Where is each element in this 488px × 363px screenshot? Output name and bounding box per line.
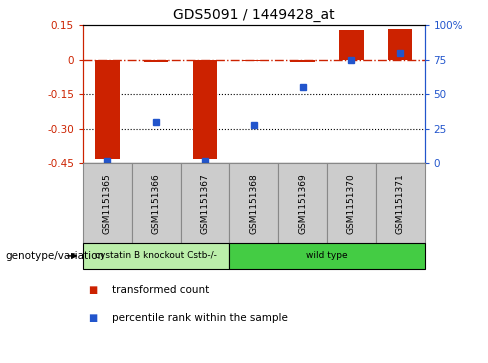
Text: ■: ■ xyxy=(88,313,97,323)
Text: GSM1151371: GSM1151371 xyxy=(396,173,405,234)
Bar xyxy=(132,163,181,243)
Text: wild type: wild type xyxy=(306,252,348,260)
Text: genotype/variation: genotype/variation xyxy=(5,251,104,261)
Text: GSM1151367: GSM1151367 xyxy=(201,173,209,234)
Bar xyxy=(229,163,278,243)
Bar xyxy=(278,163,327,243)
Text: GSM1151369: GSM1151369 xyxy=(298,173,307,234)
Text: GSM1151368: GSM1151368 xyxy=(249,173,258,234)
Text: percentile rank within the sample: percentile rank within the sample xyxy=(112,313,288,323)
Bar xyxy=(339,30,364,60)
Bar xyxy=(290,60,315,62)
Bar xyxy=(181,163,229,243)
Bar xyxy=(83,163,132,243)
Bar xyxy=(376,163,425,243)
Bar xyxy=(193,60,217,159)
Text: transformed count: transformed count xyxy=(112,285,209,295)
Bar xyxy=(388,29,412,60)
Text: cystatin B knockout Cstb-/-: cystatin B knockout Cstb-/- xyxy=(95,252,217,260)
Bar xyxy=(242,60,266,61)
Bar xyxy=(144,60,168,62)
Text: ■: ■ xyxy=(88,285,97,295)
Title: GDS5091 / 1449428_at: GDS5091 / 1449428_at xyxy=(173,8,335,22)
Bar xyxy=(83,243,229,269)
Bar xyxy=(229,243,425,269)
Text: GSM1151370: GSM1151370 xyxy=(347,173,356,234)
Text: GSM1151366: GSM1151366 xyxy=(152,173,161,234)
Text: GSM1151365: GSM1151365 xyxy=(103,173,112,234)
Bar xyxy=(327,163,376,243)
Bar xyxy=(95,60,120,159)
